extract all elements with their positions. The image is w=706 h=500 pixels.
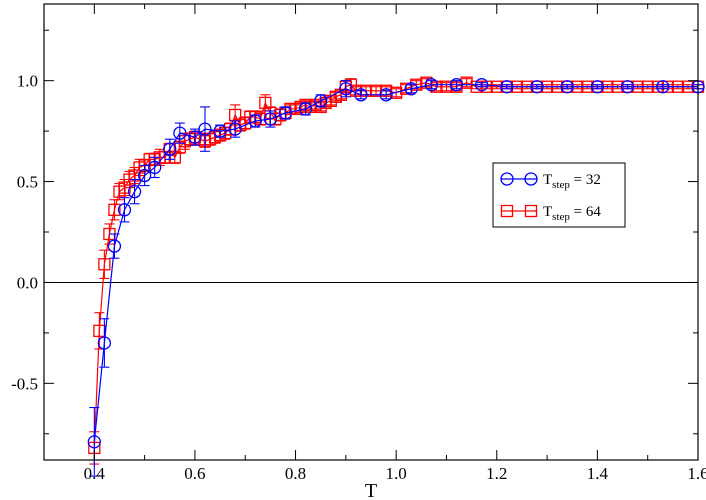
series-32-error-bar bbox=[592, 84, 603, 90]
legend-marker-series-32 bbox=[500, 172, 514, 186]
x-tick-label: 1.4 bbox=[587, 464, 609, 483]
series-32-error-bar bbox=[149, 156, 160, 179]
series-32-point bbox=[137, 168, 152, 183]
plot-frame bbox=[43, 3, 699, 461]
x-tick-label: 1.2 bbox=[486, 464, 507, 483]
series-32-point bbox=[590, 80, 605, 94]
series-32-error-bar bbox=[451, 80, 462, 90]
legend-label-series-64: Tstep = 64 bbox=[543, 204, 601, 223]
series-32-error-bar bbox=[426, 80, 437, 90]
series-32-point bbox=[127, 184, 142, 199]
series-32-error-bar bbox=[476, 82, 487, 88]
series-32-error-bar bbox=[109, 233, 120, 259]
series-64-point bbox=[440, 80, 453, 93]
series-64-error-bar bbox=[99, 249, 110, 279]
axis-ticks: 0.4 0.6 0.8 1.0 1.2 1.4 1.6 -0.5 0.0 0.5 1.0 bbox=[11, 4, 706, 483]
x-tick-label: 0.4 bbox=[84, 464, 106, 483]
series-32-point bbox=[379, 88, 393, 102]
legend-marker-series-32 bbox=[524, 172, 538, 186]
x-axis-label: T bbox=[365, 480, 377, 500]
y-tick-label: 0.5 bbox=[17, 173, 38, 192]
series-32-point bbox=[173, 126, 187, 140]
series-32-error-bar bbox=[622, 84, 633, 90]
series-64-group bbox=[88, 76, 705, 465]
legend: Tstep = 32 Tstep = 64 bbox=[492, 162, 626, 228]
series-32-error-bar bbox=[657, 84, 668, 90]
series-32-point bbox=[248, 114, 262, 128]
legend-box bbox=[492, 162, 626, 228]
x-tick-label: 1.6 bbox=[687, 464, 706, 483]
series-32-point bbox=[148, 160, 162, 175]
legend-marker-series-64 bbox=[500, 204, 514, 218]
series-32-error-bar bbox=[139, 164, 150, 187]
x-tick-label: 0.6 bbox=[184, 464, 205, 483]
series-32-point bbox=[314, 94, 328, 108]
series-32-point bbox=[560, 80, 574, 94]
series-32-point bbox=[530, 80, 544, 94]
series-32-point bbox=[97, 336, 112, 350]
y-tick-label: 0.0 bbox=[17, 273, 38, 292]
series-32-error-bar bbox=[174, 122, 185, 144]
series-32-point bbox=[107, 239, 122, 253]
plot-area bbox=[44, 76, 705, 477]
series-32-point bbox=[213, 124, 227, 138]
series-32-point bbox=[620, 80, 635, 94]
series-32-error-bar bbox=[381, 90, 392, 100]
series-32-point bbox=[500, 80, 514, 94]
series-64-point bbox=[460, 76, 473, 89]
y-tick-label: 1.0 bbox=[17, 72, 38, 91]
series-32-point bbox=[198, 122, 212, 136]
legend-marker-series-64 bbox=[524, 204, 538, 218]
series-32-point bbox=[263, 112, 278, 126]
series-32-point bbox=[278, 106, 293, 120]
series-32-point bbox=[656, 80, 670, 94]
series-32-error-bar bbox=[501, 84, 512, 90]
series-32-point bbox=[354, 88, 368, 102]
series-32-point bbox=[228, 122, 242, 136]
series-32-point bbox=[188, 130, 202, 144]
series-64-error-bar bbox=[94, 312, 105, 350]
series-32-point bbox=[163, 142, 177, 156]
series-32-error-bar bbox=[119, 197, 130, 223]
series-32-error-bar bbox=[164, 138, 175, 160]
legend-label-series-32: Tstep = 32 bbox=[543, 172, 601, 191]
series-32-error-bar bbox=[89, 406, 100, 477]
series-32-error-bar bbox=[99, 318, 110, 368]
series-32-point bbox=[404, 82, 418, 96]
series-32-error-bar bbox=[532, 84, 543, 90]
series-32-point bbox=[449, 78, 464, 92]
series-64-error-bar bbox=[441, 82, 452, 92]
y-tick-label: -0.5 bbox=[11, 374, 38, 393]
series-32-point bbox=[475, 78, 489, 92]
series-64-point bbox=[108, 203, 121, 216]
series-32-error-bar bbox=[199, 106, 210, 152]
series-32-point bbox=[424, 78, 439, 92]
series-64-point bbox=[98, 258, 111, 271]
series-32-point bbox=[117, 203, 132, 217]
series-32-error-bar bbox=[129, 178, 140, 205]
series-32-error-bar bbox=[355, 90, 366, 100]
series-32-group bbox=[87, 78, 705, 477]
series-32-error-bar bbox=[562, 84, 573, 90]
x-tick-label: 0.8 bbox=[285, 464, 306, 483]
series-32-point bbox=[298, 102, 313, 116]
series-64-error-bar bbox=[461, 78, 472, 88]
series-32-point bbox=[87, 435, 101, 449]
series-32-point bbox=[339, 82, 353, 96]
series-32-line bbox=[93, 84, 698, 442]
series-32-error-bar bbox=[406, 84, 417, 94]
x-tick-label: 1.0 bbox=[386, 464, 407, 483]
